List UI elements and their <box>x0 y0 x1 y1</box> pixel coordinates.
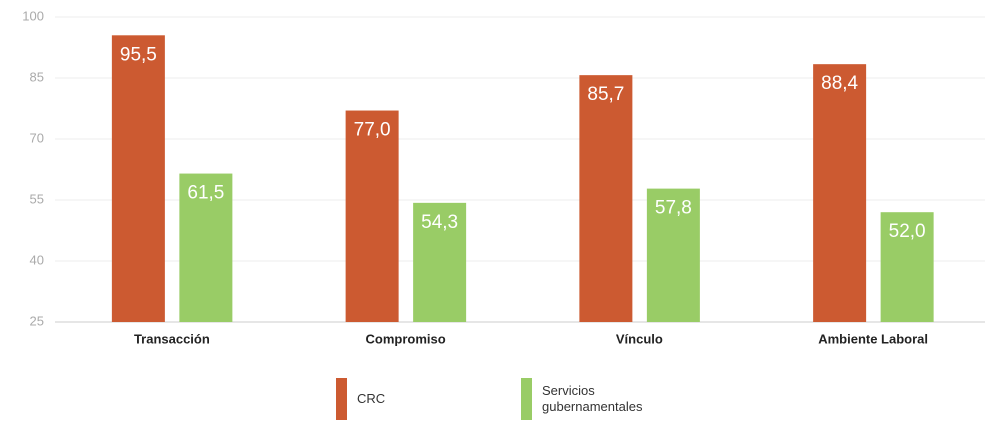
legend-item: Servicios gubernamentales <box>521 378 672 420</box>
bar <box>813 64 867 322</box>
y-tick-label: 85 <box>30 69 44 84</box>
data-label: 88,4 <box>821 73 858 94</box>
data-label: 57,8 <box>655 198 692 219</box>
data-label: 85,7 <box>587 84 624 105</box>
legend-label: Servicios gubernamentales <box>542 383 643 414</box>
data-label: 77,0 <box>354 120 391 141</box>
bar <box>413 202 467 322</box>
x-tick-label: Compromiso <box>366 331 446 346</box>
legend-swatch <box>521 378 532 420</box>
bar <box>646 188 700 322</box>
bar <box>345 110 399 323</box>
bar <box>179 173 233 322</box>
x-tick-label: Ambiente Laboral <box>818 331 928 346</box>
bar <box>579 75 633 322</box>
chart: 25 40 55 70 85 100 Transacción 95,5 61,5 Compromi… <box>22 8 985 346</box>
legend-item: CRC <box>336 378 497 420</box>
x-tick-label: Vínculo <box>616 331 663 346</box>
y-tick-label: 55 <box>30 191 44 206</box>
y-tick-label: 25 <box>30 313 44 328</box>
data-label: 61,5 <box>187 183 224 204</box>
bar <box>111 35 165 323</box>
bar <box>880 212 934 322</box>
y-tick-label: 40 <box>30 252 44 267</box>
y-tick-label: 100 <box>22 8 44 23</box>
data-label: 52,0 <box>889 221 926 242</box>
x-tick-label: Transacción <box>134 331 210 346</box>
legend-label: CRC <box>357 391 386 406</box>
data-label: 95,5 <box>120 44 157 65</box>
y-tick-label: 70 <box>30 130 44 145</box>
legend-swatch <box>336 378 347 420</box>
data-label: 54,3 <box>421 212 458 233</box>
